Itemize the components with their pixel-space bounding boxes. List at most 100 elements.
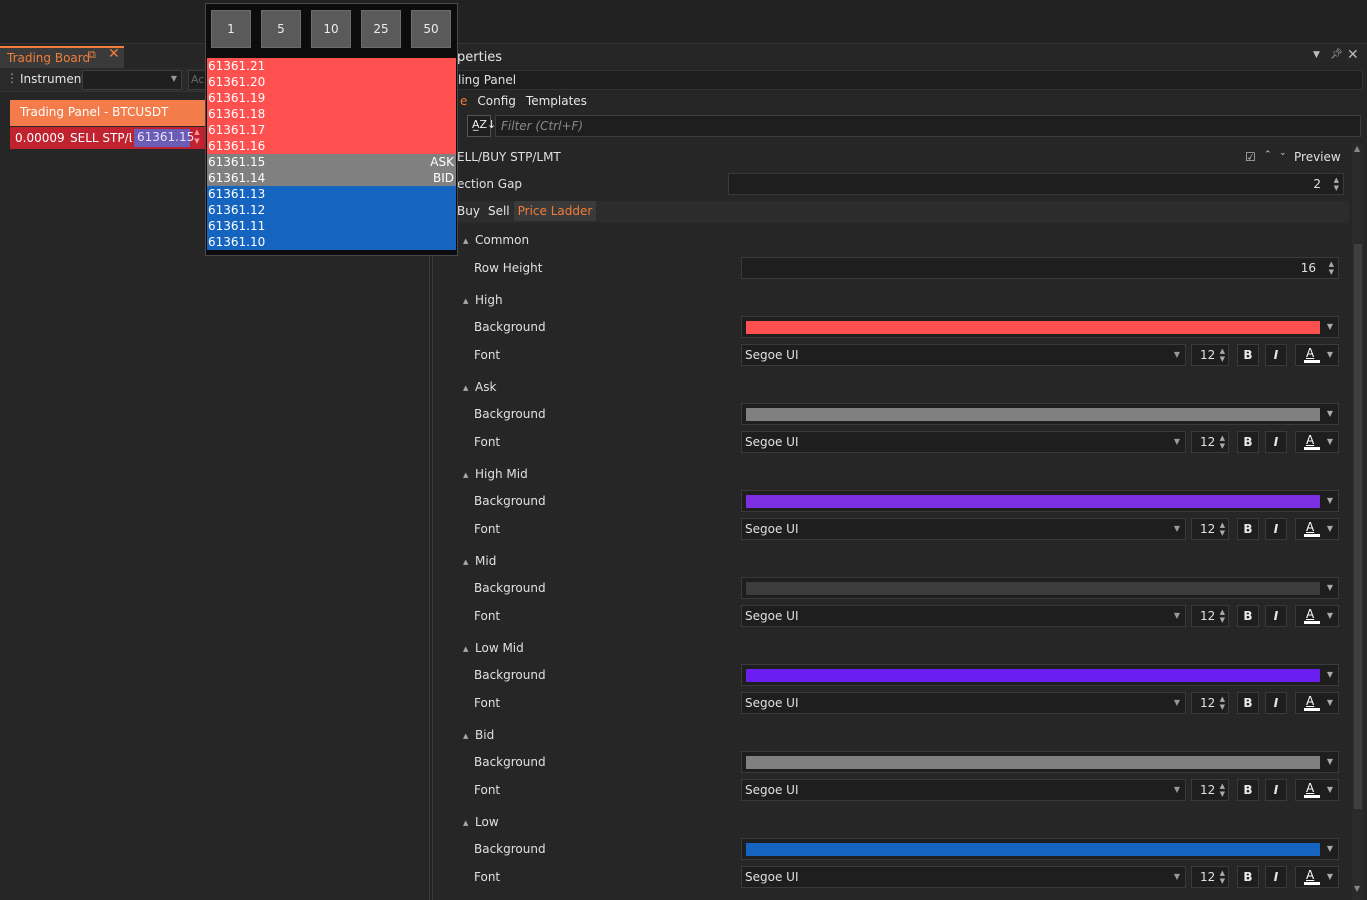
group-header[interactable]: Bid (475, 728, 495, 742)
bold-button[interactable]: B (1237, 779, 1259, 801)
font-family-select[interactable]: Segoe UI ▼ (741, 605, 1186, 627)
font-color-button[interactable]: A ▼ (1295, 866, 1339, 888)
check-icon[interactable]: ☑ (1245, 150, 1256, 164)
italic-button[interactable]: I (1265, 518, 1287, 540)
italic-button[interactable]: I (1265, 431, 1287, 453)
sub-tab-1[interactable]: Sell (487, 204, 510, 218)
font-color-button[interactable]: A ▼ (1295, 431, 1339, 453)
font-family-select[interactable]: Segoe UI ▼ (741, 866, 1186, 888)
ladder-row[interactable]: 61361.20 (207, 74, 456, 90)
ladder-row[interactable]: 61361.10 (207, 234, 456, 250)
group-header[interactable]: High (475, 293, 503, 307)
font-family-select[interactable]: Segoe UI ▼ (741, 518, 1186, 540)
close-icon[interactable]: ✕ (1347, 47, 1359, 63)
spinner[interactable]: ▲ ▼ (1219, 434, 1225, 450)
tab-0[interactable]: e (460, 94, 468, 108)
step-button[interactable]: 10 (311, 10, 351, 48)
italic-button[interactable]: I (1265, 692, 1287, 714)
spinner[interactable]: ▲ ▼ (1328, 260, 1334, 276)
spinner[interactable]: ▲ ▼ (1219, 695, 1225, 711)
font-color-button[interactable]: A ▼ (1295, 605, 1339, 627)
bold-button[interactable]: B (1237, 344, 1259, 366)
font-family-select[interactable]: Segoe UI ▼ (741, 344, 1186, 366)
group-header[interactable]: Low (475, 815, 499, 829)
font-family-select[interactable]: Segoe UI ▼ (741, 779, 1186, 801)
group-header[interactable]: Mid (475, 554, 497, 568)
collapse-icon[interactable]: ▲ (463, 297, 469, 305)
bold-button[interactable]: B (1237, 866, 1259, 888)
font-color-button[interactable]: A ▼ (1295, 692, 1339, 714)
italic-button[interactable]: I (1265, 866, 1287, 888)
font-color-button[interactable]: A ▼ (1295, 779, 1339, 801)
background-color-picker[interactable]: ▼ (741, 316, 1339, 338)
order-price-input[interactable]: 61361.15 (134, 129, 194, 147)
spinner[interactable]: ▲ ▼ (1219, 782, 1225, 798)
bold-button[interactable]: B (1237, 605, 1259, 627)
preview-label[interactable]: Preview (1294, 150, 1341, 164)
ladder-row[interactable]: 61361.16 (207, 138, 456, 154)
chevron-down-icon[interactable]: ⌄ (1279, 148, 1287, 158)
background-color-picker[interactable]: ▼ (741, 838, 1339, 860)
italic-button[interactable]: I (1265, 605, 1287, 627)
sub-tab-2[interactable]: Price Ladder (513, 201, 597, 221)
price-spinner[interactable]: ▲ ▼ (194, 128, 200, 145)
scroll-down-icon[interactable]: ▼ (1354, 884, 1361, 893)
spinner[interactable]: ▲ ▼ (1219, 869, 1225, 885)
background-color-picker[interactable]: ▼ (741, 577, 1339, 599)
ladder-row[interactable]: 61361.18 (207, 106, 456, 122)
scrollbar-thumb[interactable] (1354, 244, 1362, 809)
background-color-picker[interactable]: ▼ (741, 403, 1339, 425)
close-icon[interactable]: ✕ (108, 46, 120, 62)
font-size-input[interactable]: 12 ▲ ▼ (1191, 866, 1229, 888)
font-size-input[interactable]: 12 ▲ ▼ (1191, 518, 1229, 540)
section-gap-input[interactable]: 2 ▲ ▼ (728, 173, 1344, 195)
group-header[interactable]: Ask (475, 380, 497, 394)
ladder-row[interactable]: 61361.11 (207, 218, 456, 234)
scroll-up-icon[interactable]: ▲ (1354, 144, 1361, 153)
step-button[interactable]: 50 (411, 10, 451, 48)
font-color-button[interactable]: A ▼ (1295, 344, 1339, 366)
ladder-row[interactable]: 61361.12 (207, 202, 456, 218)
ladder-row[interactable]: 61361.15 ASK (207, 154, 456, 170)
group-header[interactable]: High Mid (475, 467, 528, 481)
background-color-picker[interactable]: ▼ (741, 664, 1339, 686)
chevron-down-icon[interactable]: ▼ (1313, 50, 1320, 60)
collapse-icon[interactable]: ▲ (463, 558, 469, 566)
bold-button[interactable]: B (1237, 431, 1259, 453)
row-height-input[interactable]: 16 ▲ ▼ (741, 257, 1339, 279)
spinner[interactable]: ▲ ▼ (1219, 521, 1225, 537)
bold-button[interactable]: B (1237, 518, 1259, 540)
ladder-row[interactable]: 61361.21 (207, 58, 456, 74)
font-family-select[interactable]: Segoe UI ▼ (741, 692, 1186, 714)
font-size-input[interactable]: 12 ▲ ▼ (1191, 605, 1229, 627)
ladder-row[interactable]: 61361.14 BID (207, 170, 456, 186)
sort-alphabetical-icon[interactable]: A̲Z↓ (467, 115, 496, 137)
ladder-row[interactable]: 61361.17 (207, 122, 456, 138)
background-color-picker[interactable]: ▼ (741, 751, 1339, 773)
ladder-row[interactable]: 61361.13 (207, 186, 456, 202)
font-size-input[interactable]: 12 ▲ ▼ (1191, 779, 1229, 801)
font-size-input[interactable]: 12 ▲ ▼ (1191, 344, 1229, 366)
collapse-icon[interactable]: ▲ (463, 645, 469, 653)
collapse-icon[interactable]: ▲ (463, 471, 469, 479)
collapse-icon[interactable]: ▲ (463, 819, 469, 827)
tab-trading-board[interactable]: Trading Board (0, 46, 124, 68)
trading-panel-header[interactable]: Trading Panel - BTCUSDT (10, 100, 206, 126)
spinner[interactable]: ▲ ▼ (1219, 347, 1225, 363)
float-icon[interactable]: ⧉ (88, 48, 96, 61)
font-size-input[interactable]: 12 ▲ ▼ (1191, 431, 1229, 453)
bold-button[interactable]: B (1237, 692, 1259, 714)
collapse-icon[interactable]: ▲ (463, 384, 469, 392)
pin-icon[interactable]: 📌︎ (1330, 49, 1343, 60)
sub-tab-0[interactable]: Buy (457, 204, 480, 218)
chevron-up-icon[interactable]: ⌃ (1264, 150, 1272, 160)
order-row[interactable]: 0.00009 SELL STP/LMT 61361.15 ▲▼ (10, 127, 206, 149)
tab-1[interactable]: Config (477, 94, 516, 108)
grip-icon[interactable]: ⋮ (6, 71, 18, 85)
collapse-icon[interactable]: ▲ (463, 237, 469, 245)
step-button[interactable]: 25 (361, 10, 401, 48)
filter-input[interactable]: Filter (Ctrl+F) (495, 115, 1361, 137)
collapse-icon[interactable]: ▲ (463, 732, 469, 740)
step-button[interactable]: 1 (211, 10, 251, 48)
spinner[interactable]: ▲ ▼ (1219, 608, 1225, 624)
